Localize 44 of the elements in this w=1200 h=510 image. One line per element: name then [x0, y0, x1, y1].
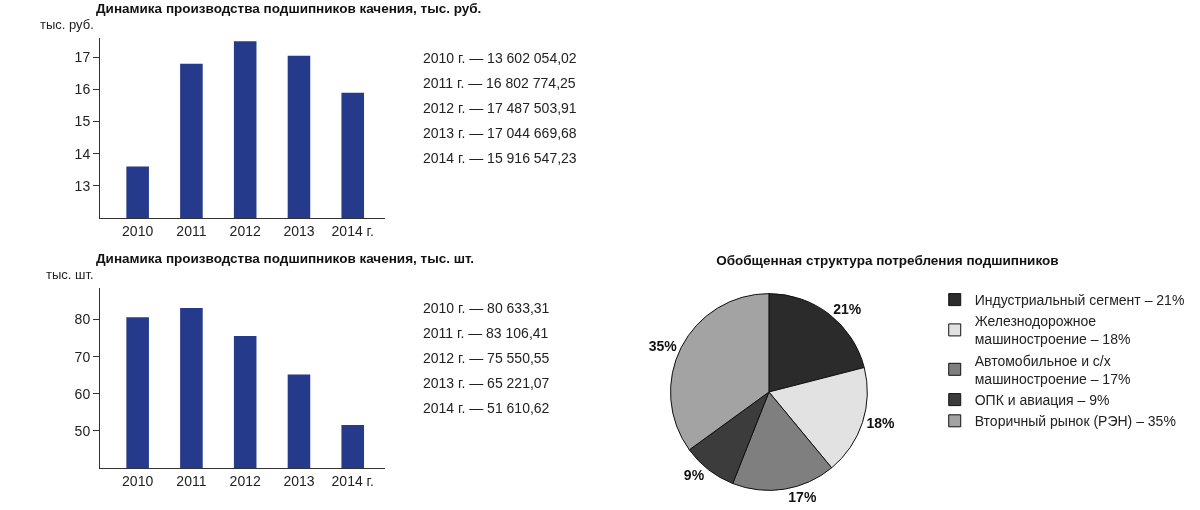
x-tick-label: 2010	[122, 472, 154, 489]
y-tick-label: 16	[74, 81, 91, 98]
y-axis-title: тыс. руб.	[40, 17, 94, 32]
x-tick-label: 2014 г.	[331, 222, 374, 239]
text: 2012 г. — 17 487 503,91	[423, 100, 577, 116]
text: 2010 г. — 80 633,31	[423, 300, 550, 316]
legend-label: ОПК и авиация – 9%	[974, 392, 1110, 409]
x-tick-label: 2012	[229, 472, 261, 489]
text: 2014 г. — 15 916 547,23	[423, 150, 577, 166]
data-label: 17%	[788, 488, 817, 505]
x-tick-label: 2013	[283, 472, 315, 489]
text: 2011 г. — 16 802 774,25	[423, 75, 576, 91]
data-label: 35%	[648, 337, 678, 354]
chart-title: Динамика производства подшипников качения, тыс. шт.	[96, 251, 475, 267]
text: 2010 г. — 13 602 054,02	[423, 50, 577, 66]
y-tick-label: 70	[74, 348, 91, 365]
text: 2011 г. — 83 106,41	[423, 325, 549, 341]
text: 2013 г. — 17 044 669,68	[423, 125, 577, 141]
x-tick-label: 2013	[283, 222, 315, 239]
x-tick-label: 2010	[122, 222, 154, 239]
text: 2012 г. — 75 550,55	[423, 350, 550, 366]
legend-label: Вторичный рынок (РЭН) – 35%	[974, 413, 1176, 430]
y-axis-title: тыс. шт.	[46, 267, 94, 282]
x-tick-label: 2014 г.	[331, 472, 374, 489]
y-tick-label: 80	[74, 311, 91, 328]
legend-label: Автомобильное и с/х машиностроение – 17%	[974, 352, 1131, 387]
legend-label: Железнодорожное машиностроение – 18%	[974, 313, 1131, 348]
y-tick-label: 14	[74, 145, 91, 162]
legend-label: Индустриальный сегмент – 21%	[974, 292, 1185, 309]
chart-title: Динамика производства подшипников качения, тыс. руб.	[96, 1, 482, 17]
x-tick-label: 2011	[176, 222, 207, 239]
data-label: 21%	[833, 301, 862, 318]
x-tick-label: 2011	[176, 472, 207, 489]
y-tick-label: 50	[74, 422, 91, 439]
y-tick-label: 13	[74, 177, 91, 194]
x-tick-label: 2012	[229, 222, 261, 239]
text: 2013 г. — 65 221,07	[423, 375, 550, 391]
data-label: 18%	[866, 415, 896, 432]
y-tick-label: 60	[74, 385, 91, 402]
chart-title: Обобщенная структура потребления подшипников	[716, 252, 1059, 268]
data-label: 9%	[683, 466, 705, 483]
y-tick-label: 15	[74, 113, 91, 130]
text: 2014 г. — 51 610,62	[423, 400, 550, 416]
y-tick-label: 17	[74, 49, 91, 66]
